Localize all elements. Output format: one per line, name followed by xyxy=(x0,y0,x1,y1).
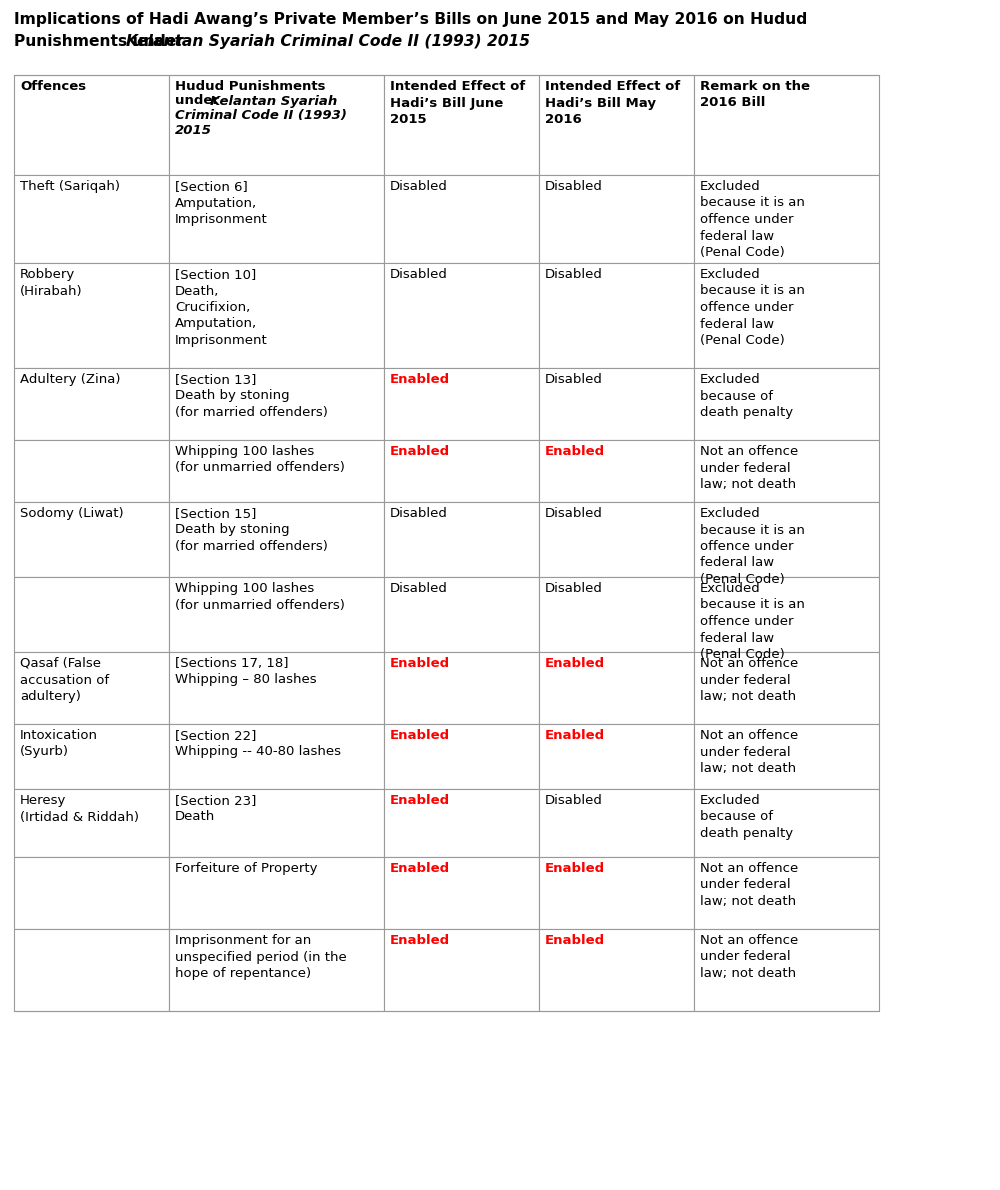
Bar xyxy=(539,502,694,577)
Bar xyxy=(384,263,539,368)
Bar xyxy=(169,263,384,368)
Text: Imprisonment for an
unspecified period (in the
hope of repentance): Imprisonment for an unspecified period (… xyxy=(175,934,347,981)
Bar xyxy=(384,724,539,789)
Bar xyxy=(694,175,879,263)
Text: Not an offence
under federal
law; not death: Not an offence under federal law; not de… xyxy=(700,445,798,491)
Bar xyxy=(169,440,384,502)
Bar xyxy=(384,857,539,929)
Text: Heresy
(Irtidad & Riddah): Heresy (Irtidad & Riddah) xyxy=(20,794,139,823)
Text: Enabled: Enabled xyxy=(390,934,450,947)
Bar xyxy=(694,857,879,929)
Text: Enabled: Enabled xyxy=(545,445,605,458)
Bar xyxy=(384,75,539,175)
Bar xyxy=(169,929,384,1011)
Text: Disabled: Disabled xyxy=(545,180,603,193)
Text: [Section 23]
Death: [Section 23] Death xyxy=(175,794,256,823)
Text: Punishments under: Punishments under xyxy=(14,35,189,49)
Bar xyxy=(169,75,384,175)
Bar xyxy=(384,929,539,1011)
Text: Offences: Offences xyxy=(20,80,86,93)
Text: Disabled: Disabled xyxy=(390,180,448,193)
Bar xyxy=(539,652,694,724)
Bar xyxy=(384,652,539,724)
Text: Enabled: Enabled xyxy=(390,372,450,386)
Bar xyxy=(694,789,879,857)
Text: Enabled: Enabled xyxy=(390,794,450,807)
Bar xyxy=(539,789,694,857)
Text: Disabled: Disabled xyxy=(390,268,448,281)
Bar xyxy=(694,502,879,577)
Text: 2015: 2015 xyxy=(175,124,212,137)
Bar xyxy=(694,724,879,789)
Text: Disabled: Disabled xyxy=(545,268,603,281)
Text: Adultery (Zina): Adultery (Zina) xyxy=(20,372,120,386)
Text: Hudud Punishments: Hudud Punishments xyxy=(175,80,326,93)
Text: Disabled: Disabled xyxy=(390,582,448,595)
Text: Whipping 100 lashes
(for unmarried offenders): Whipping 100 lashes (for unmarried offen… xyxy=(175,582,345,612)
Bar xyxy=(539,263,694,368)
Bar xyxy=(539,75,694,175)
Text: Enabled: Enabled xyxy=(545,657,605,670)
Text: Excluded
because it is an
offence under
federal law
(Penal Code): Excluded because it is an offence under … xyxy=(700,180,805,259)
Text: Intended Effect of
Hadi’s Bill May
2016: Intended Effect of Hadi’s Bill May 2016 xyxy=(545,80,680,126)
Bar xyxy=(14,577,169,652)
Text: Not an offence
under federal
law; not death: Not an offence under federal law; not de… xyxy=(700,657,798,703)
Text: [Section 22]
Whipping -- 40-80 lashes: [Section 22] Whipping -- 40-80 lashes xyxy=(175,729,341,758)
Text: Disabled: Disabled xyxy=(390,507,448,520)
Text: Disabled: Disabled xyxy=(545,372,603,386)
Text: Not an offence
under federal
law; not death: Not an offence under federal law; not de… xyxy=(700,862,798,908)
Bar xyxy=(14,263,169,368)
Bar xyxy=(169,577,384,652)
Text: Criminal Code II (1993): Criminal Code II (1993) xyxy=(175,109,347,123)
Bar xyxy=(14,857,169,929)
Text: Not an offence
under federal
law; not death: Not an offence under federal law; not de… xyxy=(700,934,798,981)
Text: Enabled: Enabled xyxy=(545,862,605,875)
Text: Excluded
because it is an
offence under
federal law
(Penal Code): Excluded because it is an offence under … xyxy=(700,268,805,347)
Text: under: under xyxy=(175,94,224,107)
Bar xyxy=(539,175,694,263)
Text: Not an offence
under federal
law; not death: Not an offence under federal law; not de… xyxy=(700,729,798,775)
Text: Enabled: Enabled xyxy=(545,934,605,947)
Bar xyxy=(14,75,169,175)
Text: Kelantan Syariah Criminal Code II (1993) 2015: Kelantan Syariah Criminal Code II (1993)… xyxy=(126,35,530,49)
Text: Disabled: Disabled xyxy=(545,507,603,520)
Bar xyxy=(384,368,539,440)
Bar xyxy=(169,857,384,929)
Text: Whipping 100 lashes
(for unmarried offenders): Whipping 100 lashes (for unmarried offen… xyxy=(175,445,345,475)
Bar xyxy=(539,577,694,652)
Bar xyxy=(539,929,694,1011)
Text: Enabled: Enabled xyxy=(390,657,450,670)
Text: [Section 6]
Amputation,
Imprisonment: [Section 6] Amputation, Imprisonment xyxy=(175,180,268,226)
Bar xyxy=(694,652,879,724)
Text: Sodomy (Liwat): Sodomy (Liwat) xyxy=(20,507,124,520)
Bar xyxy=(539,857,694,929)
Text: Kelantan Syariah: Kelantan Syariah xyxy=(210,94,337,107)
Bar xyxy=(14,929,169,1011)
Bar xyxy=(14,652,169,724)
Bar xyxy=(539,724,694,789)
Text: Enabled: Enabled xyxy=(390,729,450,743)
Text: Theft (Sariqah): Theft (Sariqah) xyxy=(20,180,120,193)
Text: Disabled: Disabled xyxy=(545,794,603,807)
Text: Enabled: Enabled xyxy=(390,862,450,875)
Text: Robbery
(Hirabah): Robbery (Hirabah) xyxy=(20,268,83,298)
Bar xyxy=(169,652,384,724)
Bar xyxy=(694,75,879,175)
Text: Intended Effect of
Hadi’s Bill June
2015: Intended Effect of Hadi’s Bill June 2015 xyxy=(390,80,525,126)
Bar xyxy=(14,440,169,502)
Bar xyxy=(384,440,539,502)
Text: Disabled: Disabled xyxy=(545,582,603,595)
Bar xyxy=(384,577,539,652)
Bar xyxy=(169,175,384,263)
Bar xyxy=(384,789,539,857)
Text: Qasaf (False
accusation of
adultery): Qasaf (False accusation of adultery) xyxy=(20,657,109,703)
Bar xyxy=(169,368,384,440)
Bar xyxy=(169,502,384,577)
Bar xyxy=(384,502,539,577)
Bar xyxy=(14,175,169,263)
Bar xyxy=(539,368,694,440)
Bar xyxy=(694,577,879,652)
Text: Excluded
because of
death penalty: Excluded because of death penalty xyxy=(700,372,793,419)
Text: [Section 13]
Death by stoning
(for married offenders): [Section 13] Death by stoning (for marri… xyxy=(175,372,328,419)
Bar xyxy=(14,502,169,577)
